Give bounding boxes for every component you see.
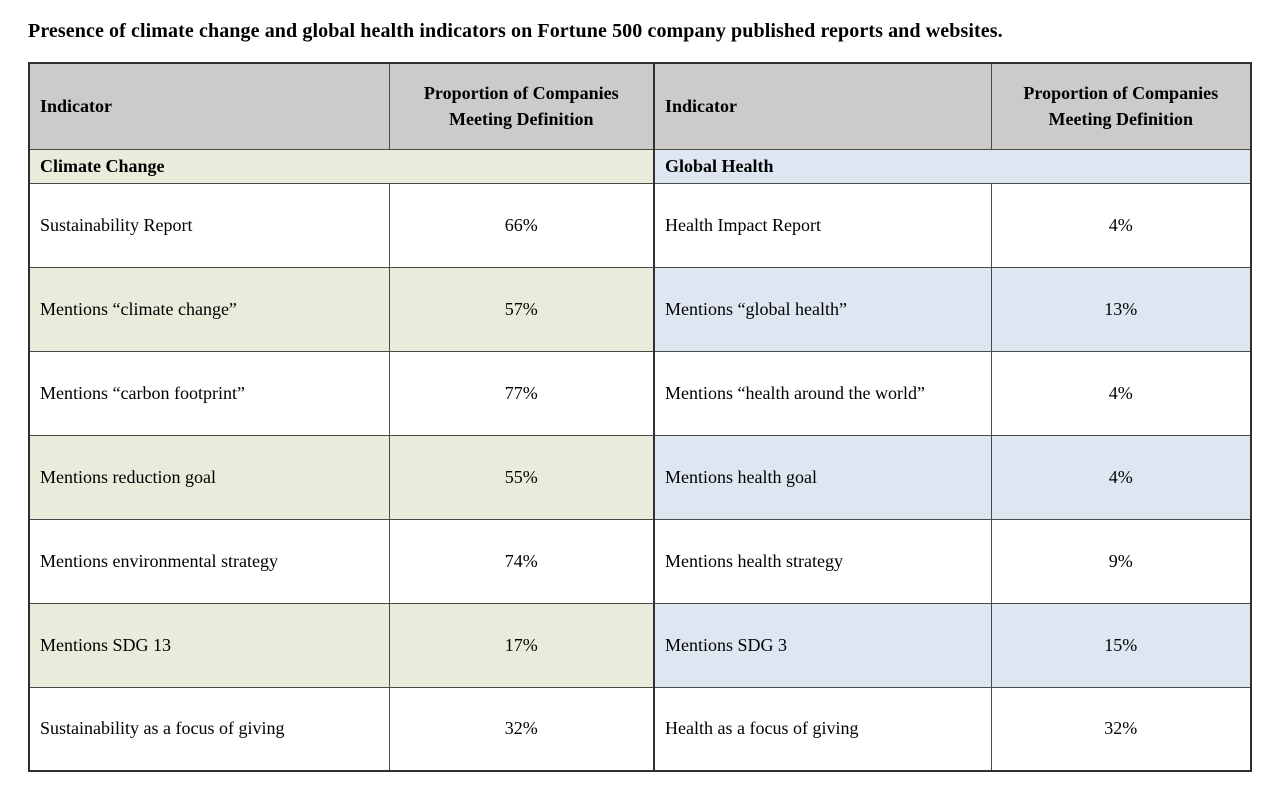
table-row: Mentions SDG 13 17% Mentions SDG 3 15% [28,602,1252,688]
health-value-cell: 4% [990,434,1252,520]
climate-value-cell: 74% [388,518,655,604]
table-row: Mentions reduction goal 55% Mentions hea… [28,434,1252,520]
header-climate-proportion: Proportion of Companies Meeting Definiti… [388,62,655,150]
climate-indicator-cell: Mentions reduction goal [28,434,390,520]
header-row: Indicator Proportion of Companies Meetin… [28,62,1252,150]
header-health-indicator: Indicator [653,62,992,150]
climate-value-cell: 17% [388,602,655,688]
climate-value-cell: 77% [388,350,655,436]
climate-indicator-cell: Mentions “climate change” [28,266,390,352]
health-indicator-cell: Mentions health goal [653,434,992,520]
health-indicator-cell: Mentions “health around the world” [653,350,992,436]
climate-value-cell: 57% [388,266,655,352]
header-climate-proportion-text: Proportion of Companies Meeting Definiti… [423,83,619,130]
table-row: Sustainability Report 66% Health Impact … [28,182,1252,268]
health-value-cell: 4% [990,350,1252,436]
health-indicator-cell: Health Impact Report [653,182,992,268]
table-caption: Presence of climate change and global he… [28,20,1003,42]
section-climate-change: Climate Change [28,148,655,184]
health-indicator-cell: Mentions SDG 3 [653,602,992,688]
section-global-health: Global Health [653,148,1252,184]
header-climate-indicator: Indicator [28,62,390,150]
health-indicator-cell: Mentions “global health” [653,266,992,352]
header-health-proportion-text: Proportion of Companies Meeting Definiti… [1023,83,1219,130]
table-row: Mentions “climate change” 57% Mentions “… [28,266,1252,352]
climate-value-cell: 66% [388,182,655,268]
indicators-table: Indicator Proportion of Companies Meetin… [28,62,1252,772]
table-row: Mentions environmental strategy 74% Ment… [28,518,1252,604]
health-value-cell: 32% [990,686,1252,772]
health-value-cell: 15% [990,602,1252,688]
section-row: Climate Change Global Health [28,148,1252,184]
header-health-proportion: Proportion of Companies Meeting Definiti… [990,62,1252,150]
health-indicator-cell: Mentions health strategy [653,518,992,604]
climate-indicator-cell: Mentions “carbon footprint” [28,350,390,436]
table-row: Sustainability as a focus of giving 32% … [28,686,1252,772]
climate-value-cell: 32% [388,686,655,772]
climate-value-cell: 55% [388,434,655,520]
climate-indicator-cell: Mentions environmental strategy [28,518,390,604]
health-value-cell: 9% [990,518,1252,604]
table-row: Mentions “carbon footprint” 77% Mentions… [28,350,1252,436]
climate-indicator-cell: Mentions SDG 13 [28,602,390,688]
health-value-cell: 4% [990,182,1252,268]
climate-indicator-cell: Sustainability Report [28,182,390,268]
health-value-cell: 13% [990,266,1252,352]
health-indicator-cell: Health as a focus of giving [653,686,992,772]
climate-indicator-cell: Sustainability as a focus of giving [28,686,390,772]
